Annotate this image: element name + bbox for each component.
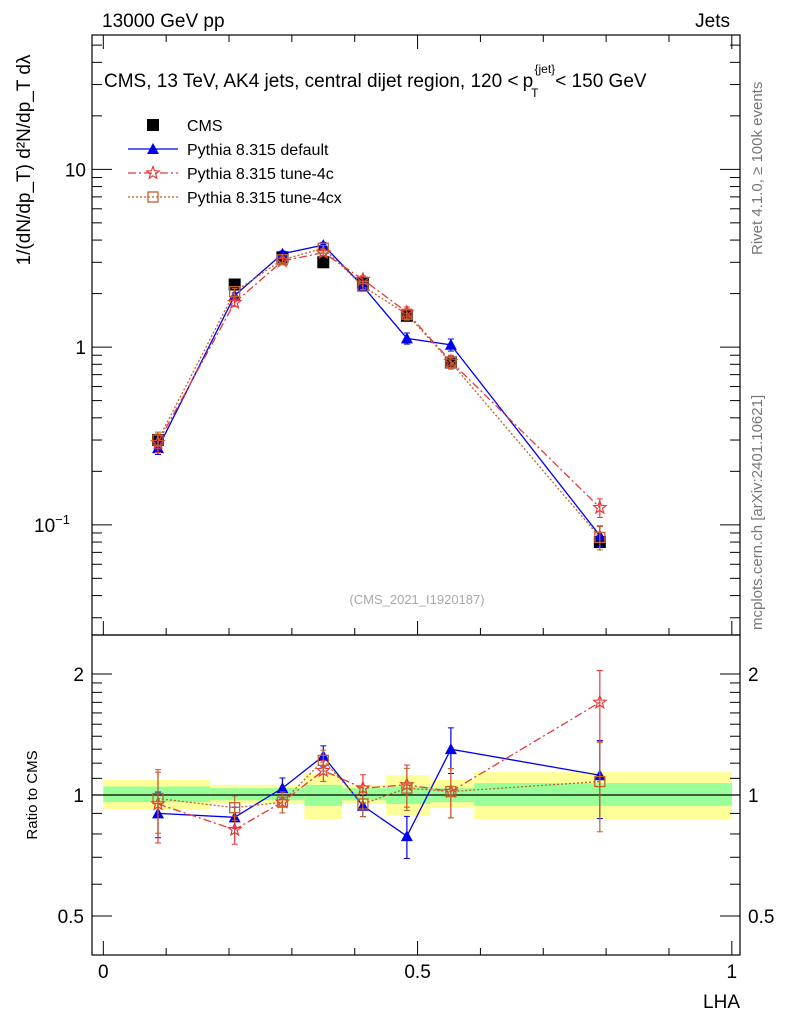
- x-axis-label: LHA: [703, 992, 740, 1013]
- series-point: [276, 254, 289, 266]
- legend-marker: [147, 191, 159, 203]
- ratio-point: [401, 782, 413, 794]
- series-point: [357, 280, 369, 292]
- x-tick-label: 0: [98, 962, 109, 983]
- y-tick-label: 1: [75, 338, 86, 359]
- series-point: [400, 332, 413, 344]
- ratio-tick-label: 1: [73, 786, 84, 807]
- cms-data-point: [228, 278, 241, 291]
- series-point: [445, 356, 457, 369]
- watermark: (CMS_2021_I1920187): [349, 592, 484, 607]
- ratio-point: [317, 754, 329, 766]
- legend-label: Pythia 8.315 tune-4cx: [187, 190, 342, 207]
- ratio-point: [276, 782, 289, 794]
- legend-marker: [147, 143, 159, 154]
- ratio-series-line: [157, 759, 600, 809]
- ratio-point: [445, 785, 457, 798]
- series-point: [152, 434, 164, 446]
- legend: CMS Pythia 8.315 default Pythia 8.315 tune…: [128, 118, 342, 207]
- stat-uncertainty-band: [342, 788, 387, 801]
- series-point: [401, 308, 413, 320]
- series-point: [317, 242, 329, 254]
- ratio-tick-label: 2: [73, 665, 84, 686]
- ratio-point: [355, 780, 371, 795]
- x-tick-label: 0.5: [404, 962, 430, 983]
- legend-label: Pythia 8.315 default: [187, 142, 329, 159]
- stat-uncertainty-band: [210, 788, 274, 801]
- legend-marker: [145, 164, 161, 180]
- mcplots-label: mcplots.cern.ch [arXiv:2401.10621]: [749, 395, 766, 630]
- ratio-y-axis-label: Ratio to CMS: [24, 750, 41, 839]
- ratio-point: [400, 830, 413, 842]
- ratio-tick-label: 0.5: [58, 907, 84, 928]
- ratio-series-line: [157, 748, 600, 838]
- stat-uncertainty-band: [103, 786, 211, 803]
- ratio-point: [276, 796, 289, 808]
- ratio-tick-label: 2: [748, 665, 759, 686]
- x-tick-label: 1: [727, 962, 738, 983]
- ratio-point: [152, 792, 164, 805]
- cms-data-point: [317, 256, 330, 269]
- series-point: [229, 286, 241, 298]
- ratio-point: [594, 775, 606, 788]
- legend-label: Pythia 8.315 tune-4c: [187, 166, 334, 183]
- header-right: Jets: [695, 11, 730, 32]
- series-line: [157, 244, 601, 536]
- series-point: [444, 338, 457, 350]
- ratio-point: [226, 821, 243, 837]
- ratio-point: [592, 694, 608, 709]
- chart-title: CMS, 13 TeV, AK4 jets, central dijet reg…: [104, 62, 647, 100]
- ratio-point: [357, 798, 369, 810]
- series-line: [157, 247, 601, 538]
- legend-label: CMS: [187, 118, 223, 135]
- series-point: [594, 531, 606, 544]
- y-axis-label: 1/(dN/dp_T) d²N/dp_T dλ: [14, 54, 35, 265]
- series-point: [355, 271, 371, 287]
- header-left: 13000 GeV pp: [102, 11, 225, 32]
- legend-marker: [147, 119, 159, 131]
- series-point: [592, 499, 608, 515]
- ratio-point: [444, 743, 457, 755]
- ratio-tick-label: 0.5: [748, 907, 774, 928]
- ratio-series-line: [157, 701, 601, 831]
- series-line: [157, 251, 601, 509]
- ratio-point: [315, 762, 332, 778]
- y-tick-label: 10: [65, 160, 86, 181]
- ratio-point: [229, 802, 241, 814]
- y-tick-label: 10−1: [34, 512, 70, 537]
- rivet-label: Rivet 4.1.0, ≥ 100k events: [749, 82, 766, 255]
- ratio-tick-label: 1: [748, 786, 759, 807]
